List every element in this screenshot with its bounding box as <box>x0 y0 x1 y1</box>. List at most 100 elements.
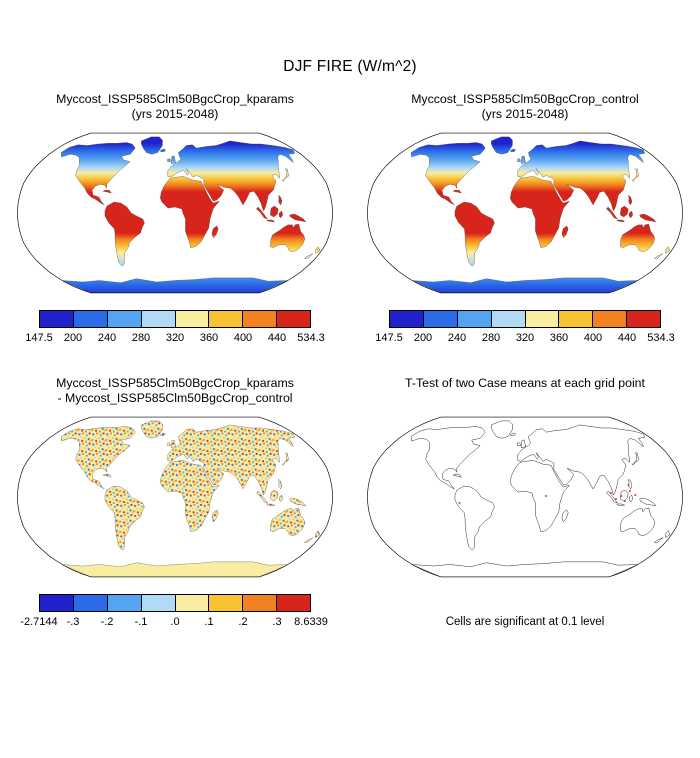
colorbar-segment <box>277 311 310 327</box>
landmass-iceland <box>160 148 166 152</box>
landmass-greenland <box>491 136 513 155</box>
landmass-newzealand_s <box>654 253 664 259</box>
landmass-group <box>410 136 671 293</box>
landmass-cuba <box>102 474 112 478</box>
colorbar-ticks: 147.5 200 240 280 320 360 400 440 534.3 <box>25 332 325 346</box>
landmass-australia <box>270 507 306 536</box>
colorbar-segment <box>525 311 560 327</box>
landmass-japan <box>632 168 640 182</box>
colorbar-segment <box>390 311 424 327</box>
landmass-cuba <box>452 473 462 478</box>
colorbar-segment <box>107 311 142 327</box>
world-map-kparams <box>16 132 334 294</box>
colorbar-tick-label: 147.5 <box>375 332 403 344</box>
panel-title-line2: (yrs 2015-2048) <box>131 107 219 121</box>
landmass-java <box>616 503 625 507</box>
significant-cell <box>615 498 617 500</box>
landmass-eurasia <box>517 140 646 212</box>
landmass-newzealand_s <box>304 537 314 543</box>
significant-cell <box>545 495 547 497</box>
landmass-newzealand_n <box>315 530 321 538</box>
landmass-sumatra <box>606 490 618 504</box>
landmass-philippines <box>628 478 633 490</box>
colorbar-segment <box>277 595 310 611</box>
colorbar-segment <box>40 595 74 611</box>
colorbar-segment <box>423 311 458 327</box>
landmass-greenland <box>491 420 513 439</box>
map-ocean <box>17 417 333 577</box>
colorbar-segment <box>457 311 492 327</box>
colorbar-segment <box>73 595 108 611</box>
colorbar-tick-label: 440 <box>267 332 287 344</box>
landmass-uk <box>520 439 526 448</box>
colorbar-tick-label: 200 <box>63 332 83 344</box>
panel-control-title: Myccost_ISSP585Clm50BgcCrop_control (yrs… <box>411 92 639 124</box>
landmass-northamerica <box>60 142 136 206</box>
landmass-group <box>410 420 671 577</box>
landmass-borneo <box>270 205 279 218</box>
colorbar-segment <box>141 595 176 611</box>
landmass-madagascar <box>211 225 219 238</box>
colorbar-segment <box>40 311 74 327</box>
colorbar-tick-label: 8.6339 <box>294 616 328 628</box>
colorbar-tick-label: 320 <box>165 332 185 344</box>
landmass-eurasia <box>517 424 646 496</box>
landmass-ireland <box>167 158 171 162</box>
colorbar-tick-label: 147.5 <box>25 332 53 344</box>
colorbar-absolute-control: 147.5 200 240 280 320 360 400 440 534.3 <box>375 310 675 346</box>
panel-control: Myccost_ISSP585Clm50BgcCrop_control (yrs… <box>350 92 700 346</box>
landmass-japan <box>632 452 640 466</box>
map-ocean <box>17 133 333 293</box>
colorbar-ticks: -2.7144 -.3 -.2 -.1 .0 .1 .2 .3 8.6339 <box>20 616 327 630</box>
landmass-northamerica <box>410 142 486 206</box>
landmass-sumatra <box>256 206 268 220</box>
colorbar-tick-label: -.1 <box>134 616 148 628</box>
landmass-philippines <box>278 479 283 490</box>
significance-caption: Cells are significant at 0.1 level <box>445 616 605 628</box>
landmass-newzealand_n <box>315 246 321 254</box>
landmass-borneo <box>620 205 629 218</box>
landmass-eurasia <box>167 140 296 212</box>
landmass-southamerica <box>454 485 495 551</box>
landmass-japan <box>282 168 290 182</box>
significant-cells <box>458 484 637 504</box>
landmass-newguinea <box>289 213 307 223</box>
landmass-antarctica <box>61 561 289 577</box>
colorbar-segment <box>175 311 210 327</box>
significant-cell <box>627 484 630 486</box>
landmass-java <box>266 503 275 507</box>
world-map-control <box>366 132 684 294</box>
colorbar-tick-label: .0 <box>170 616 180 628</box>
colorbar-tick-label: 200 <box>413 332 433 344</box>
landmass-iceland <box>160 432 166 436</box>
colorbar-tick-label: -.3 <box>66 616 80 628</box>
significant-cell <box>629 490 631 492</box>
panel-ttest: T-Test of two Case means at each grid po… <box>350 376 700 630</box>
colorbar-tick-label: 360 <box>199 332 219 344</box>
panel-title-line1: Myccost_ISSP585Clm50BgcCrop_kparams <box>56 376 294 390</box>
landmass-madagascar <box>561 225 569 238</box>
figure-title: DJF FIRE (W/m^2) <box>283 58 417 75</box>
landmass-japan <box>282 452 290 466</box>
landmass-southamerica <box>104 201 145 267</box>
significant-cell <box>458 502 461 504</box>
landmass-group <box>60 420 321 577</box>
landmass-java <box>266 219 275 223</box>
panel-title-line1: T-Test of two Case means at each grid po… <box>405 376 645 390</box>
panel-grid: Myccost_ISSP585Clm50BgcCrop_kparams (yrs… <box>0 92 700 630</box>
landmass-northamerica <box>60 426 136 490</box>
colorbar-tick-label: 320 <box>515 332 535 344</box>
colorbar-segment <box>243 595 278 611</box>
map-ocean <box>367 417 683 577</box>
landmass-newguinea <box>289 497 307 507</box>
landmass-sumatra <box>256 490 268 504</box>
colorbar-tick-label: 240 <box>447 332 467 344</box>
significant-cell <box>634 494 637 496</box>
landmass-sumatra <box>606 206 618 220</box>
landmass-antarctica <box>61 277 289 293</box>
landmass-uk <box>521 155 526 164</box>
landmass-newguinea <box>639 497 657 507</box>
map-border <box>366 416 684 578</box>
panel-diff-title: Myccost_ISSP585Clm50BgcCrop_kparams - My… <box>56 376 294 408</box>
panel-kparams: Myccost_ISSP585Clm50BgcCrop_kparams (yrs… <box>0 92 350 346</box>
